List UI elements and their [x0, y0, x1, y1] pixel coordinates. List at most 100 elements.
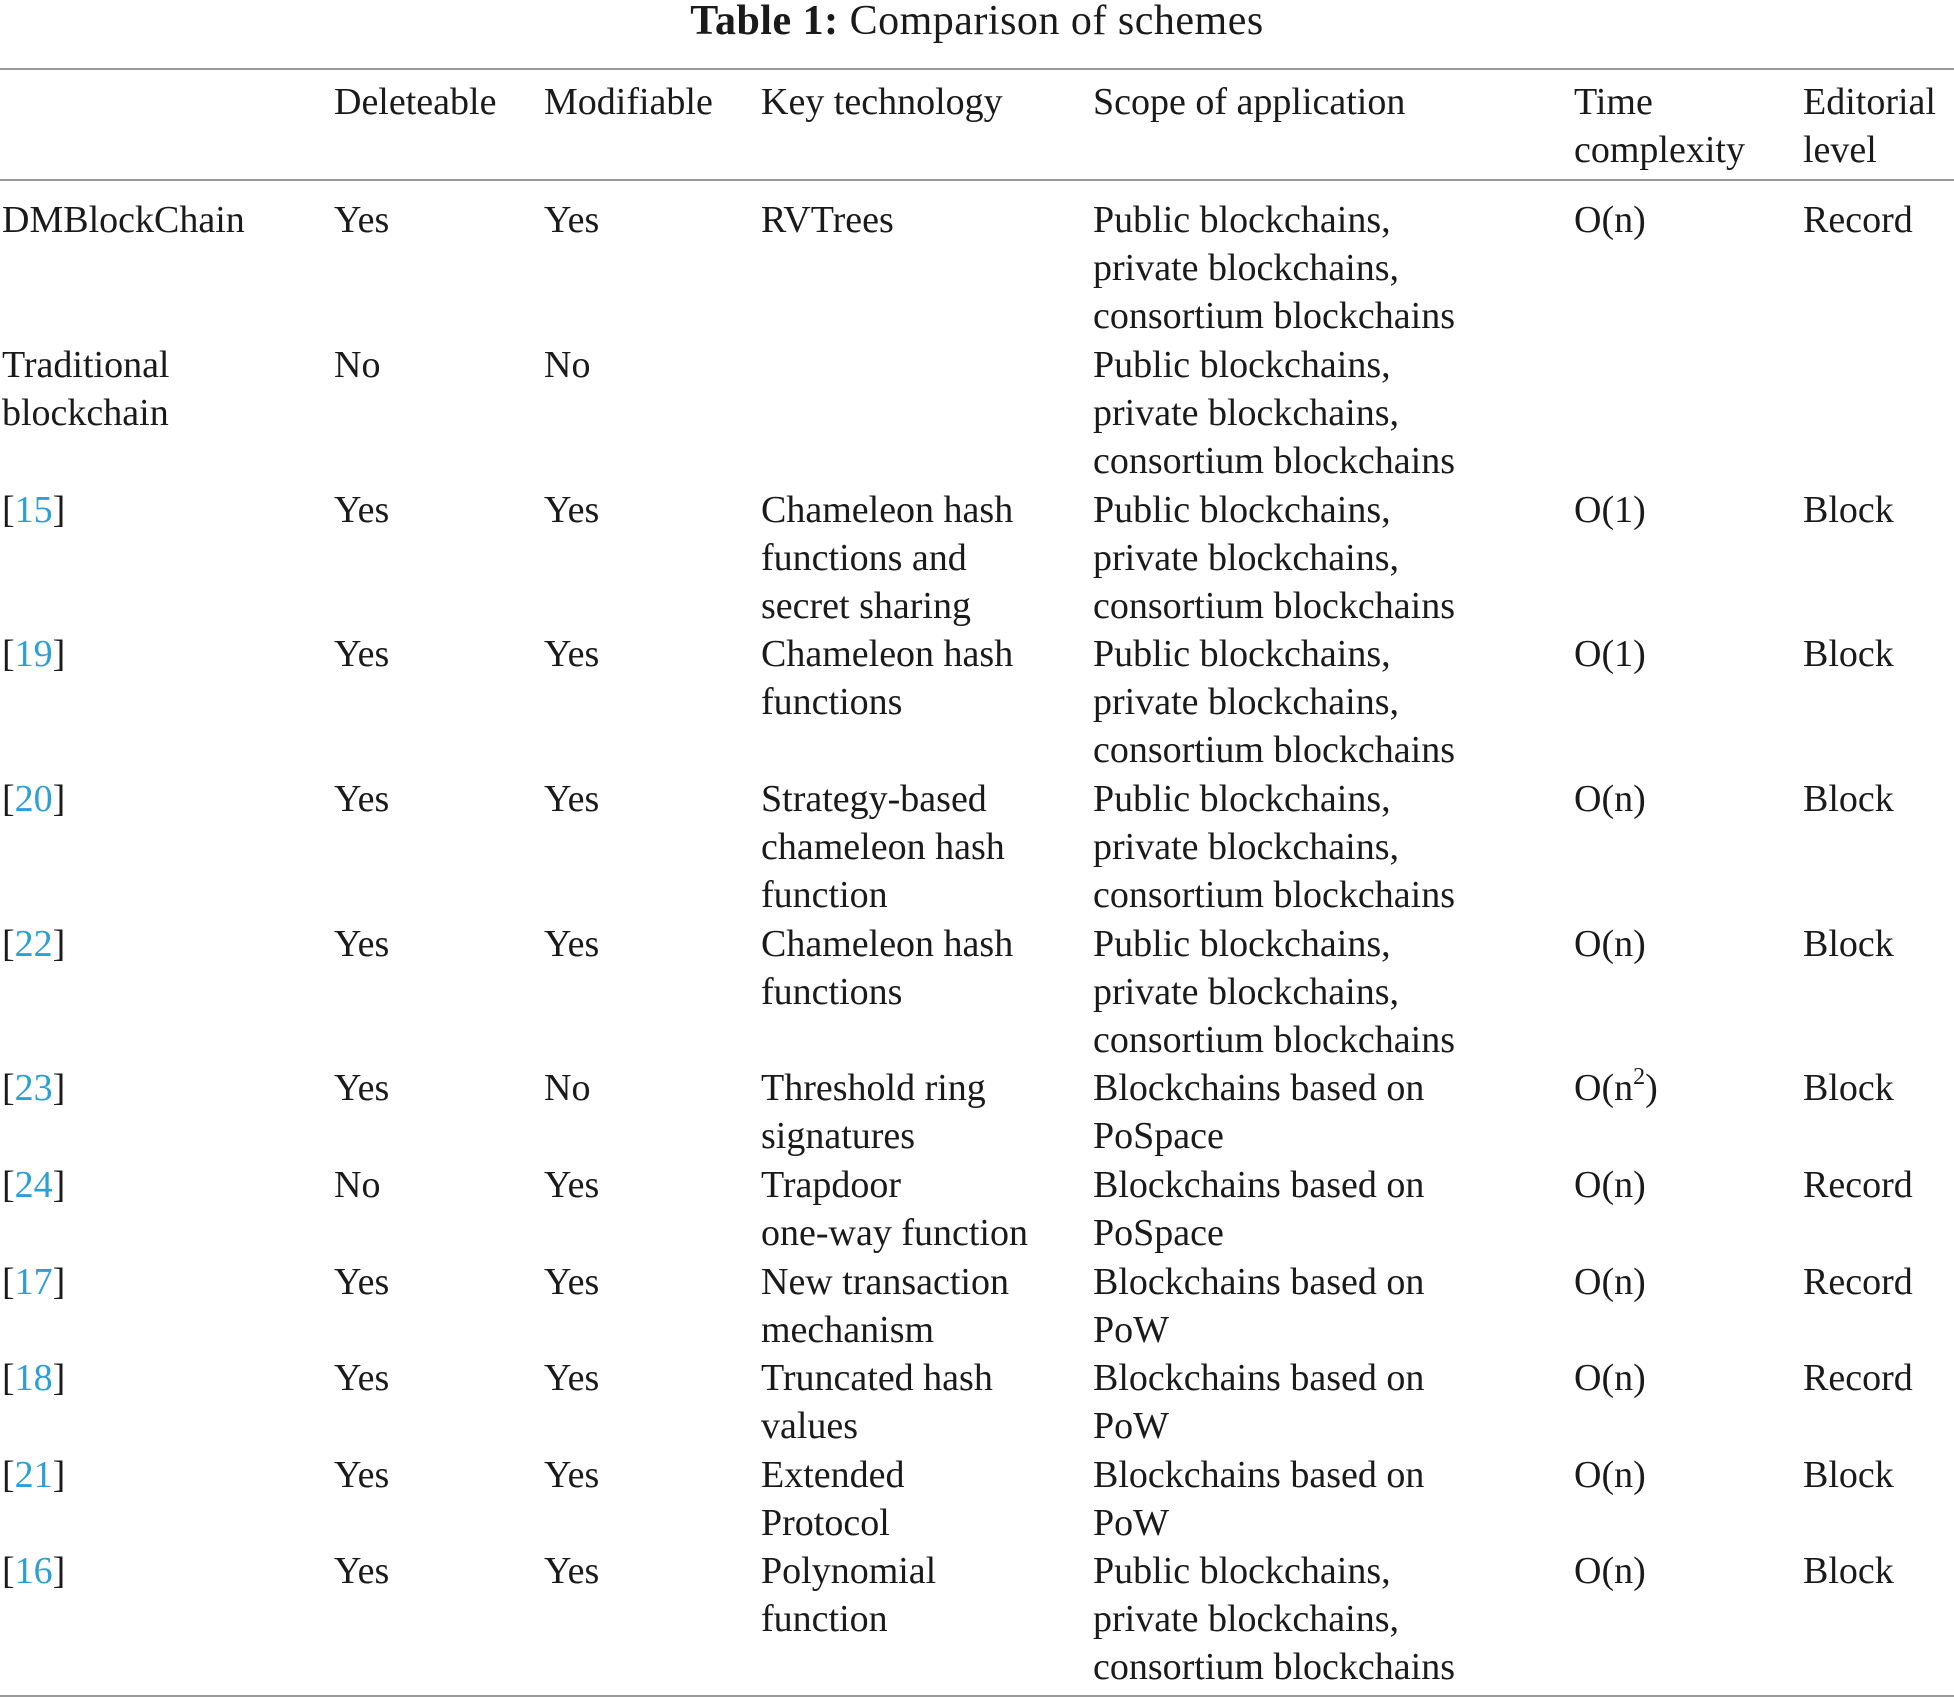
cell-time-complexity: O(n) [1574, 778, 1646, 820]
table-caption-label: Table 1: [690, 0, 839, 44]
cell-modifiable: Yes [544, 1454, 600, 1496]
cell-time-complexity: O(1) [1574, 633, 1646, 675]
cell-editorial-level: Block [1803, 1454, 1894, 1496]
reference-link[interactable]: 18 [14, 1357, 53, 1399]
cell-editorial-level: Block [1803, 633, 1894, 675]
cell-scope-of-application: Blockchains based on PoSpace [1093, 1067, 1425, 1157]
row-reference: [22] [2, 923, 66, 965]
header-scope-of-application: Scope of application [1093, 81, 1406, 123]
cell-scope-of-application: Public blockchains, private blockchains, c… [1093, 778, 1455, 916]
row-scheme-name: DMBlockChain [2, 199, 245, 241]
cell-deleteable: No [334, 1164, 381, 1206]
cell-scope-of-application: Public blockchains, private blockchains, c… [1093, 923, 1455, 1061]
cell-editorial-level: Block [1803, 1067, 1894, 1109]
exponent: 2 [1633, 1064, 1646, 1090]
cell-scope-of-application: Public blockchains, private blockchains, c… [1093, 633, 1455, 771]
cell-modifiable: Yes [544, 199, 600, 241]
cell-key-technology: Truncated hash values [761, 1357, 993, 1447]
table-header-rule [0, 179, 1954, 181]
row-reference: [18] [2, 1357, 66, 1399]
cell-time-complexity: O(n) [1574, 1454, 1646, 1496]
cell-editorial-level: Block [1803, 923, 1894, 965]
cell-deleteable: Yes [334, 1067, 390, 1109]
header-deleteable: Deleteable [334, 81, 497, 123]
cell-modifiable: No [544, 344, 591, 386]
table-bottom-rule [0, 1695, 1954, 1697]
cell-deleteable: Yes [334, 199, 390, 241]
cell-editorial-level: Block [1803, 778, 1894, 820]
cell-modifiable: Yes [544, 923, 600, 965]
cell-scope-of-application: Blockchains based on PoSpace [1093, 1164, 1425, 1254]
reference-link[interactable]: 23 [14, 1067, 53, 1109]
cell-deleteable: Yes [334, 1357, 390, 1399]
reference-link[interactable]: 20 [14, 778, 53, 820]
reference-link[interactable]: 22 [14, 923, 53, 965]
cell-deleteable: Yes [334, 633, 390, 675]
cell-scope-of-application: Public blockchains, private blockchains, c… [1093, 489, 1455, 627]
reference-link[interactable]: 17 [14, 1261, 53, 1303]
row-reference: [16] [2, 1550, 66, 1592]
cell-scope-of-application: Blockchains based on PoW [1093, 1357, 1425, 1447]
cell-key-technology: RVTrees [761, 199, 894, 241]
cell-key-technology: Strategy-based chameleon hash function [761, 778, 1005, 916]
cell-time-complexity: O(n) [1574, 1164, 1646, 1206]
cell-scope-of-application: Public blockchains, private blockchains, c… [1093, 1550, 1455, 1688]
reference-link[interactable]: 24 [14, 1164, 53, 1206]
cell-time-complexity: O(n) [1574, 1261, 1646, 1303]
row-reference: [15] [2, 489, 66, 531]
cell-editorial-level: Record [1803, 1357, 1913, 1399]
cell-modifiable: Yes [544, 778, 600, 820]
cell-key-technology: Trapdoor one-way function [761, 1164, 1028, 1254]
cell-editorial-level: Block [1803, 489, 1894, 531]
cell-time-complexity: O(n) [1574, 199, 1646, 241]
cell-editorial-level: Record [1803, 1164, 1913, 1206]
cell-key-technology: Extended Protocol [761, 1454, 905, 1544]
cell-editorial-level: Block [1803, 1550, 1894, 1592]
cell-deleteable: Yes [334, 1454, 390, 1496]
cell-modifiable: Yes [544, 1357, 600, 1399]
cell-time-complexity: O(1) [1574, 489, 1646, 531]
header-editorial-level: Editorial level [1803, 81, 1936, 171]
cell-deleteable: Yes [334, 1550, 390, 1592]
row-reference: [20] [2, 778, 66, 820]
reference-link[interactable]: 19 [14, 633, 53, 675]
cell-time-complexity: O(n) [1574, 1357, 1646, 1399]
table-caption: Table 1: Comparison of schemes [0, 0, 1954, 46]
cell-modifiable: Yes [544, 633, 600, 675]
cell-deleteable: Yes [334, 1261, 390, 1303]
reference-link[interactable]: 15 [14, 489, 53, 531]
cell-key-technology: Threshold ring signatures [761, 1067, 986, 1157]
cell-modifiable: Yes [544, 1550, 600, 1592]
cell-scope-of-application: Public blockchains, private blockchains, c… [1093, 344, 1455, 482]
cell-scope-of-application: Blockchains based on PoW [1093, 1454, 1425, 1544]
cell-time-complexity: O(n) [1574, 1550, 1646, 1592]
cell-modifiable: Yes [544, 1261, 600, 1303]
header-key-technology: Key technology [761, 81, 1003, 123]
header-time-complexity: Time complexity [1574, 81, 1745, 171]
cell-scope-of-application: Public blockchains, private blockchains, c… [1093, 199, 1455, 337]
cell-key-technology: Polynomial function [761, 1550, 937, 1640]
row-reference: [19] [2, 633, 66, 675]
cell-key-technology: Chameleon hash functions [761, 633, 1014, 723]
cell-deleteable: No [334, 344, 381, 386]
header-modifiable: Modifiable [544, 81, 713, 123]
cell-time-complexity: O(n2) [1574, 1064, 1658, 1109]
cell-editorial-level: Record [1803, 199, 1913, 241]
row-reference: [23] [2, 1067, 66, 1109]
reference-link[interactable]: 21 [14, 1454, 53, 1496]
row-reference: [24] [2, 1164, 66, 1206]
row-reference: [21] [2, 1454, 66, 1496]
reference-link[interactable]: 16 [14, 1550, 53, 1592]
row-reference: [17] [2, 1261, 66, 1303]
cell-editorial-level: Record [1803, 1261, 1913, 1303]
cell-key-technology: Chameleon hash functions and secret sharin… [761, 489, 1014, 627]
cell-deleteable: Yes [334, 778, 390, 820]
cell-modifiable: No [544, 1067, 591, 1109]
table-caption-text: Comparison of schemes [849, 0, 1264, 44]
cell-modifiable: Yes [544, 1164, 600, 1206]
cell-scope-of-application: Blockchains based on PoW [1093, 1261, 1425, 1351]
cell-deleteable: Yes [334, 923, 390, 965]
cell-time-complexity: O(n) [1574, 923, 1646, 965]
cell-deleteable: Yes [334, 489, 390, 531]
